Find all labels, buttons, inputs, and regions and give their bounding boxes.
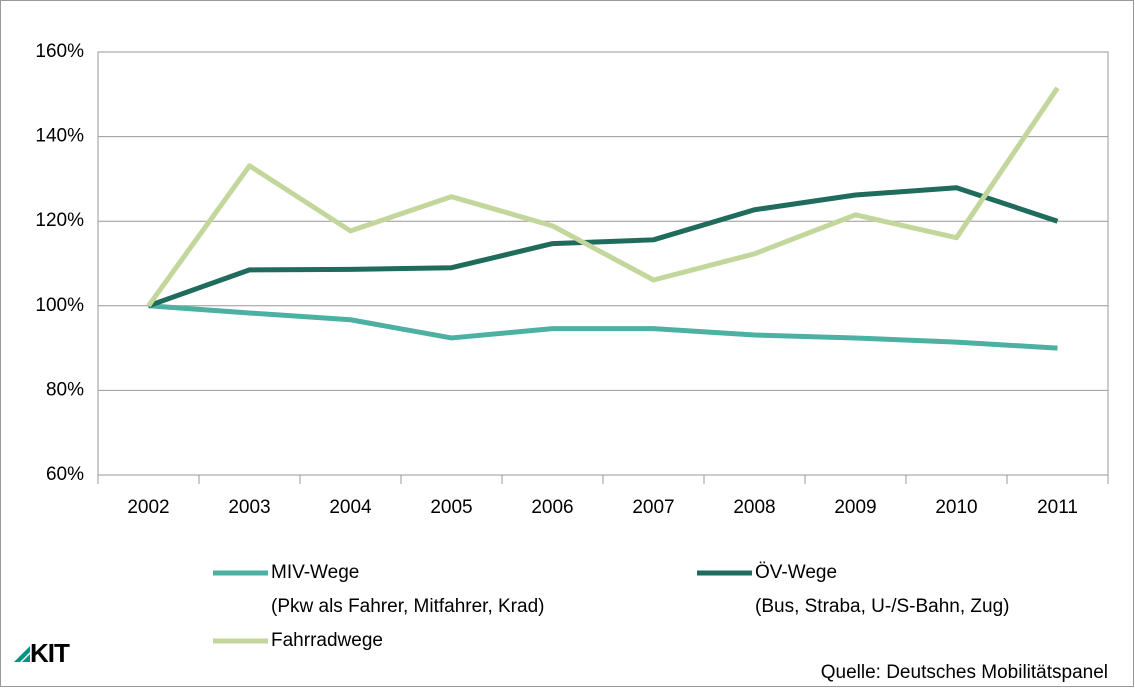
x-tick-label: 2011 xyxy=(1037,497,1078,518)
legend-description: (Pkw als Fahrer, Mitfahrer, Krad) xyxy=(271,596,544,617)
x-tick-label: 2010 xyxy=(935,497,977,518)
legend-label: MIV-Wege xyxy=(271,562,359,583)
y-tick-label: 80% xyxy=(46,379,84,400)
y-tick-label: 120% xyxy=(35,210,84,231)
x-tick-label: 2002 xyxy=(127,497,169,518)
logo-mark xyxy=(14,646,30,662)
y-tick-label: 100% xyxy=(35,295,84,316)
source: Quelle: Deutsches Mobilitätspanel xyxy=(821,662,1108,683)
x-tick-label: 2006 xyxy=(531,497,573,518)
x-tick-label: 2005 xyxy=(430,497,472,518)
y-tick-label: 160% xyxy=(35,41,84,62)
legend-description: (Bus, Straba, U-/S-Bahn, Zug) xyxy=(755,596,1010,617)
series-line xyxy=(146,86,1060,308)
y-tick-label: 60% xyxy=(46,464,84,485)
y-tick-label: 140% xyxy=(35,126,84,147)
series-line xyxy=(147,185,1059,309)
x-tick-label: 2009 xyxy=(834,497,876,518)
series-line xyxy=(148,303,1058,351)
x-tick-label: 2008 xyxy=(733,497,775,518)
logo-text: KIT xyxy=(30,638,70,668)
legend-label: ÖV-Wege xyxy=(755,562,837,583)
x-tick-label: 2004 xyxy=(329,497,372,518)
legend-label: Fahrradwege xyxy=(271,630,383,651)
x-tick-label: 2003 xyxy=(228,497,270,518)
logo: KIT xyxy=(14,638,71,668)
x-tick-label: 2007 xyxy=(632,497,674,518)
